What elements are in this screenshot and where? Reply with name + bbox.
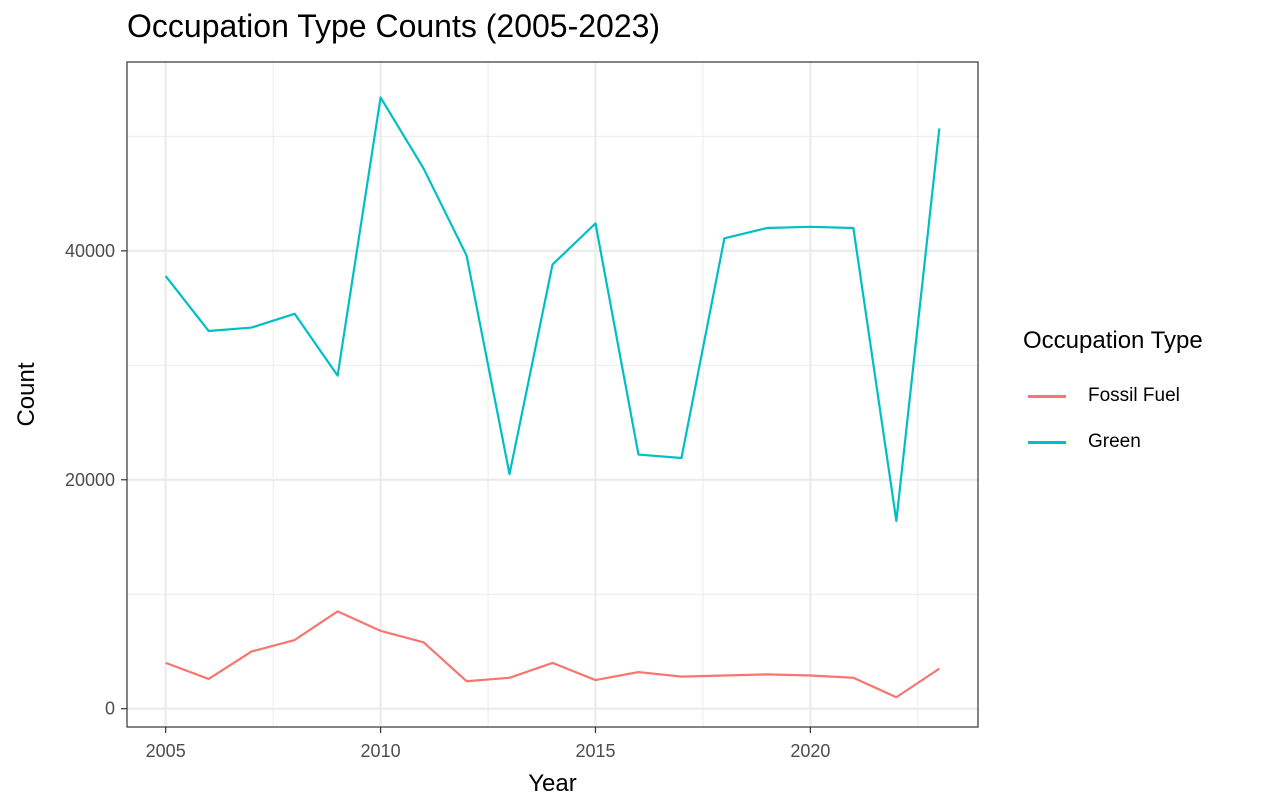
grid-layer bbox=[127, 62, 978, 727]
x-tick-label: 2015 bbox=[575, 741, 615, 761]
legend-item-green: Green bbox=[1023, 419, 1203, 465]
x-axis-title: Year bbox=[528, 770, 577, 797]
panel-border bbox=[126, 61, 979, 728]
legend-label-green: Green bbox=[1088, 431, 1141, 452]
x-tick-label: 2005 bbox=[146, 741, 186, 761]
axis-layer: 2005 2010 2015 2020 0 20000 40000 bbox=[65, 241, 830, 761]
legend-item-fossil-fuel: Fossil Fuel bbox=[1023, 373, 1203, 419]
series-line-fossil-fuel bbox=[165, 610, 940, 699]
x-tick-label: 2020 bbox=[790, 741, 830, 761]
x-tick-label: 2010 bbox=[361, 741, 401, 761]
legend-label-fossil-fuel: Fossil Fuel bbox=[1088, 385, 1180, 406]
y-tick-label: 0 bbox=[105, 699, 115, 719]
y-axis-title: Count bbox=[13, 362, 40, 426]
legend: Occupation Type Fossil Fuel Green bbox=[1023, 327, 1203, 465]
y-tick-label: 20000 bbox=[65, 470, 115, 490]
series-line-green bbox=[164, 96, 941, 523]
legend-key-fossil-fuel bbox=[1028, 394, 1066, 398]
y-tick-label: 40000 bbox=[65, 241, 115, 261]
legend-key-green bbox=[1028, 440, 1066, 444]
chart-title: Occupation Type Counts (2005-2023) bbox=[127, 8, 661, 44]
legend-title: Occupation Type bbox=[1023, 327, 1203, 354]
series-layer bbox=[164, 96, 941, 699]
